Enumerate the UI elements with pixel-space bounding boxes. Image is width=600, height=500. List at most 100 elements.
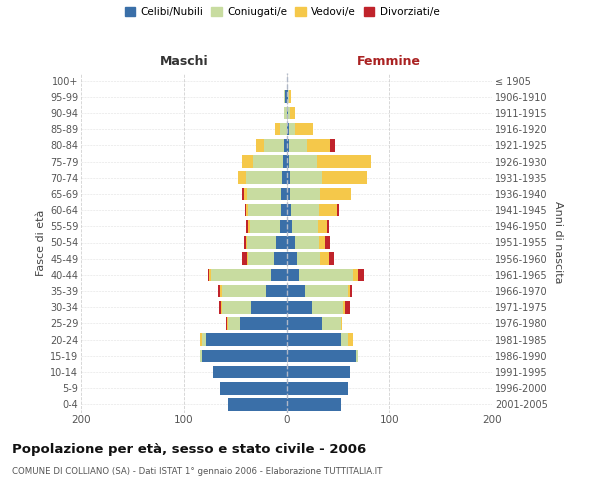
Bar [284, 106, 287, 120]
Bar [248, 204, 281, 216]
Bar [247, 188, 281, 200]
Bar [289, 155, 317, 168]
Bar [274, 252, 287, 265]
Bar [212, 366, 287, 378]
Bar [218, 285, 220, 298]
Bar [287, 334, 341, 346]
Bar [289, 123, 295, 136]
Bar [287, 123, 289, 136]
Bar [281, 204, 287, 216]
Bar [208, 268, 209, 281]
Bar [320, 252, 329, 265]
Bar [238, 172, 247, 184]
Bar [322, 317, 341, 330]
Bar [276, 236, 287, 249]
Bar [287, 350, 356, 362]
Bar [202, 350, 287, 362]
Bar [280, 220, 287, 232]
Bar [281, 188, 287, 200]
Bar [287, 188, 290, 200]
Bar [222, 285, 266, 298]
Bar [218, 301, 221, 314]
Bar [292, 220, 319, 232]
Bar [287, 366, 350, 378]
Bar [287, 252, 297, 265]
Bar [247, 252, 248, 265]
Bar [356, 350, 358, 362]
Bar [250, 220, 280, 232]
Bar [242, 155, 253, 168]
Bar [200, 334, 202, 346]
Bar [247, 220, 248, 232]
Bar [287, 268, 299, 281]
Bar [329, 252, 334, 265]
Bar [320, 188, 351, 200]
Bar [221, 301, 222, 314]
Bar [319, 220, 326, 232]
Bar [253, 155, 283, 168]
Bar [287, 236, 295, 249]
Bar [287, 139, 289, 151]
Bar [287, 220, 292, 232]
Bar [319, 204, 337, 216]
Bar [341, 334, 348, 346]
Bar [307, 139, 329, 151]
Bar [222, 301, 251, 314]
Bar [295, 123, 313, 136]
Y-axis label: Fasce di età: Fasce di età [35, 210, 46, 276]
Bar [287, 155, 289, 168]
Bar [284, 139, 287, 151]
Bar [245, 204, 247, 216]
Text: Maschi: Maschi [160, 54, 208, 68]
Bar [287, 301, 312, 314]
Bar [240, 317, 287, 330]
Bar [325, 236, 329, 249]
Bar [202, 334, 206, 346]
Bar [211, 268, 271, 281]
Bar [287, 382, 348, 394]
Bar [287, 285, 305, 298]
Bar [228, 317, 240, 330]
Bar [248, 220, 250, 232]
Bar [350, 285, 352, 298]
Bar [251, 301, 287, 314]
Bar [287, 106, 290, 120]
Bar [206, 334, 287, 346]
Bar [287, 398, 341, 410]
Bar [248, 252, 274, 265]
Bar [242, 188, 244, 200]
Bar [329, 139, 335, 151]
Bar [348, 285, 350, 298]
Text: Popolazione per età, sesso e stato civile - 2006: Popolazione per età, sesso e stato civil… [12, 442, 366, 456]
Bar [275, 123, 280, 136]
Bar [319, 236, 325, 249]
Legend: Celibi/Nubili, Coniugati/e, Vedovi/e, Divorziati/e: Celibi/Nubili, Coniugati/e, Vedovi/e, Di… [121, 2, 443, 21]
Bar [289, 139, 307, 151]
Bar [283, 155, 287, 168]
Bar [280, 123, 287, 136]
Bar [226, 317, 227, 330]
Bar [317, 155, 371, 168]
Text: Femmine: Femmine [357, 54, 421, 68]
Bar [326, 220, 329, 232]
Bar [290, 204, 319, 216]
Y-axis label: Anni di nascita: Anni di nascita [553, 201, 563, 283]
Bar [295, 236, 319, 249]
Bar [271, 268, 287, 281]
Bar [244, 188, 247, 200]
Bar [287, 90, 289, 103]
Bar [244, 236, 247, 249]
Bar [283, 172, 287, 184]
Bar [312, 301, 343, 314]
Bar [247, 172, 283, 184]
Bar [305, 285, 348, 298]
Bar [290, 172, 322, 184]
Bar [256, 139, 264, 151]
Bar [337, 204, 339, 216]
Bar [242, 252, 247, 265]
Bar [290, 188, 320, 200]
Text: COMUNE DI COLLIANO (SA) - Dati ISTAT 1° gennaio 2006 - Elaborazione TUTTITALIA.I: COMUNE DI COLLIANO (SA) - Dati ISTAT 1° … [12, 468, 382, 476]
Bar [228, 398, 287, 410]
Bar [345, 301, 350, 314]
Bar [287, 317, 322, 330]
